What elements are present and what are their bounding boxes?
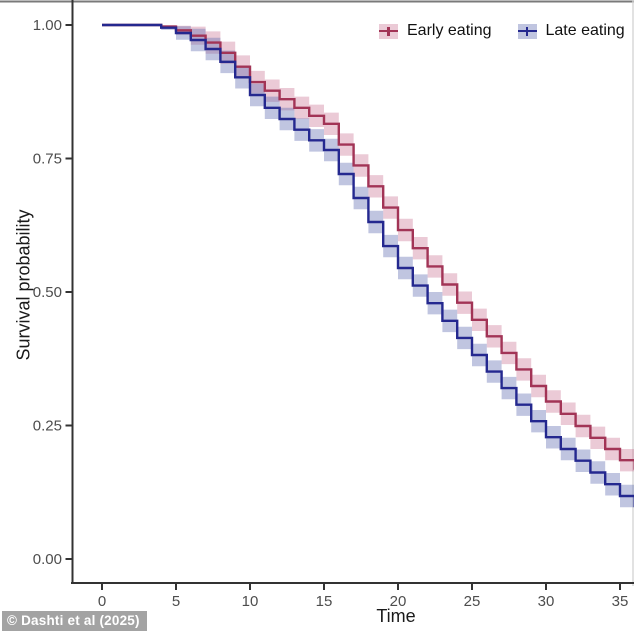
legend-key-censor-tick (525, 26, 528, 36)
late-eating-ci-band (102, 25, 634, 508)
late-eating-curve (102, 23, 634, 508)
legend-label-early: Early eating (407, 22, 492, 39)
legend-key-censor-tick (387, 26, 390, 36)
late-eating-legend-key-icon (517, 23, 537, 39)
x-axis-tick-label: 20 (390, 593, 407, 610)
x-axis-title: Time (376, 606, 416, 626)
x-axis-tick-label: 15 (316, 593, 333, 610)
legend-item-late: Late eating (517, 22, 625, 40)
x-axis-tick-label: 0 (98, 593, 106, 610)
legend-item-early: Early eating (379, 22, 492, 40)
watermark: © Dashti et al (2025) (2, 611, 147, 631)
x-axis-tick-label: 5 (172, 593, 180, 610)
y-axis-tick-label: 0.75 (33, 151, 62, 168)
legend: Early eating Late eating (379, 22, 625, 40)
early-eating-curve (102, 23, 634, 470)
y-axis-title: Survival probability (13, 209, 34, 361)
early-eating-ci-band (102, 25, 634, 472)
x-axis-tick-label: 30 (538, 593, 555, 610)
x-axis-tick-label: 25 (464, 593, 481, 610)
y-axis-tick-label: 0.25 (33, 418, 62, 435)
legend-label-late: Late eating (545, 22, 625, 39)
early-eating-legend-key-icon (379, 23, 398, 39)
y-axis-tick-label: 1.00 (33, 17, 62, 34)
y-axis-tick-label: 0.50 (33, 284, 62, 301)
y-axis-tick-label: 0.00 (33, 551, 62, 568)
x-axis-tick-label: 35 (612, 593, 629, 610)
x-axis-tick-label: 10 (242, 593, 259, 610)
